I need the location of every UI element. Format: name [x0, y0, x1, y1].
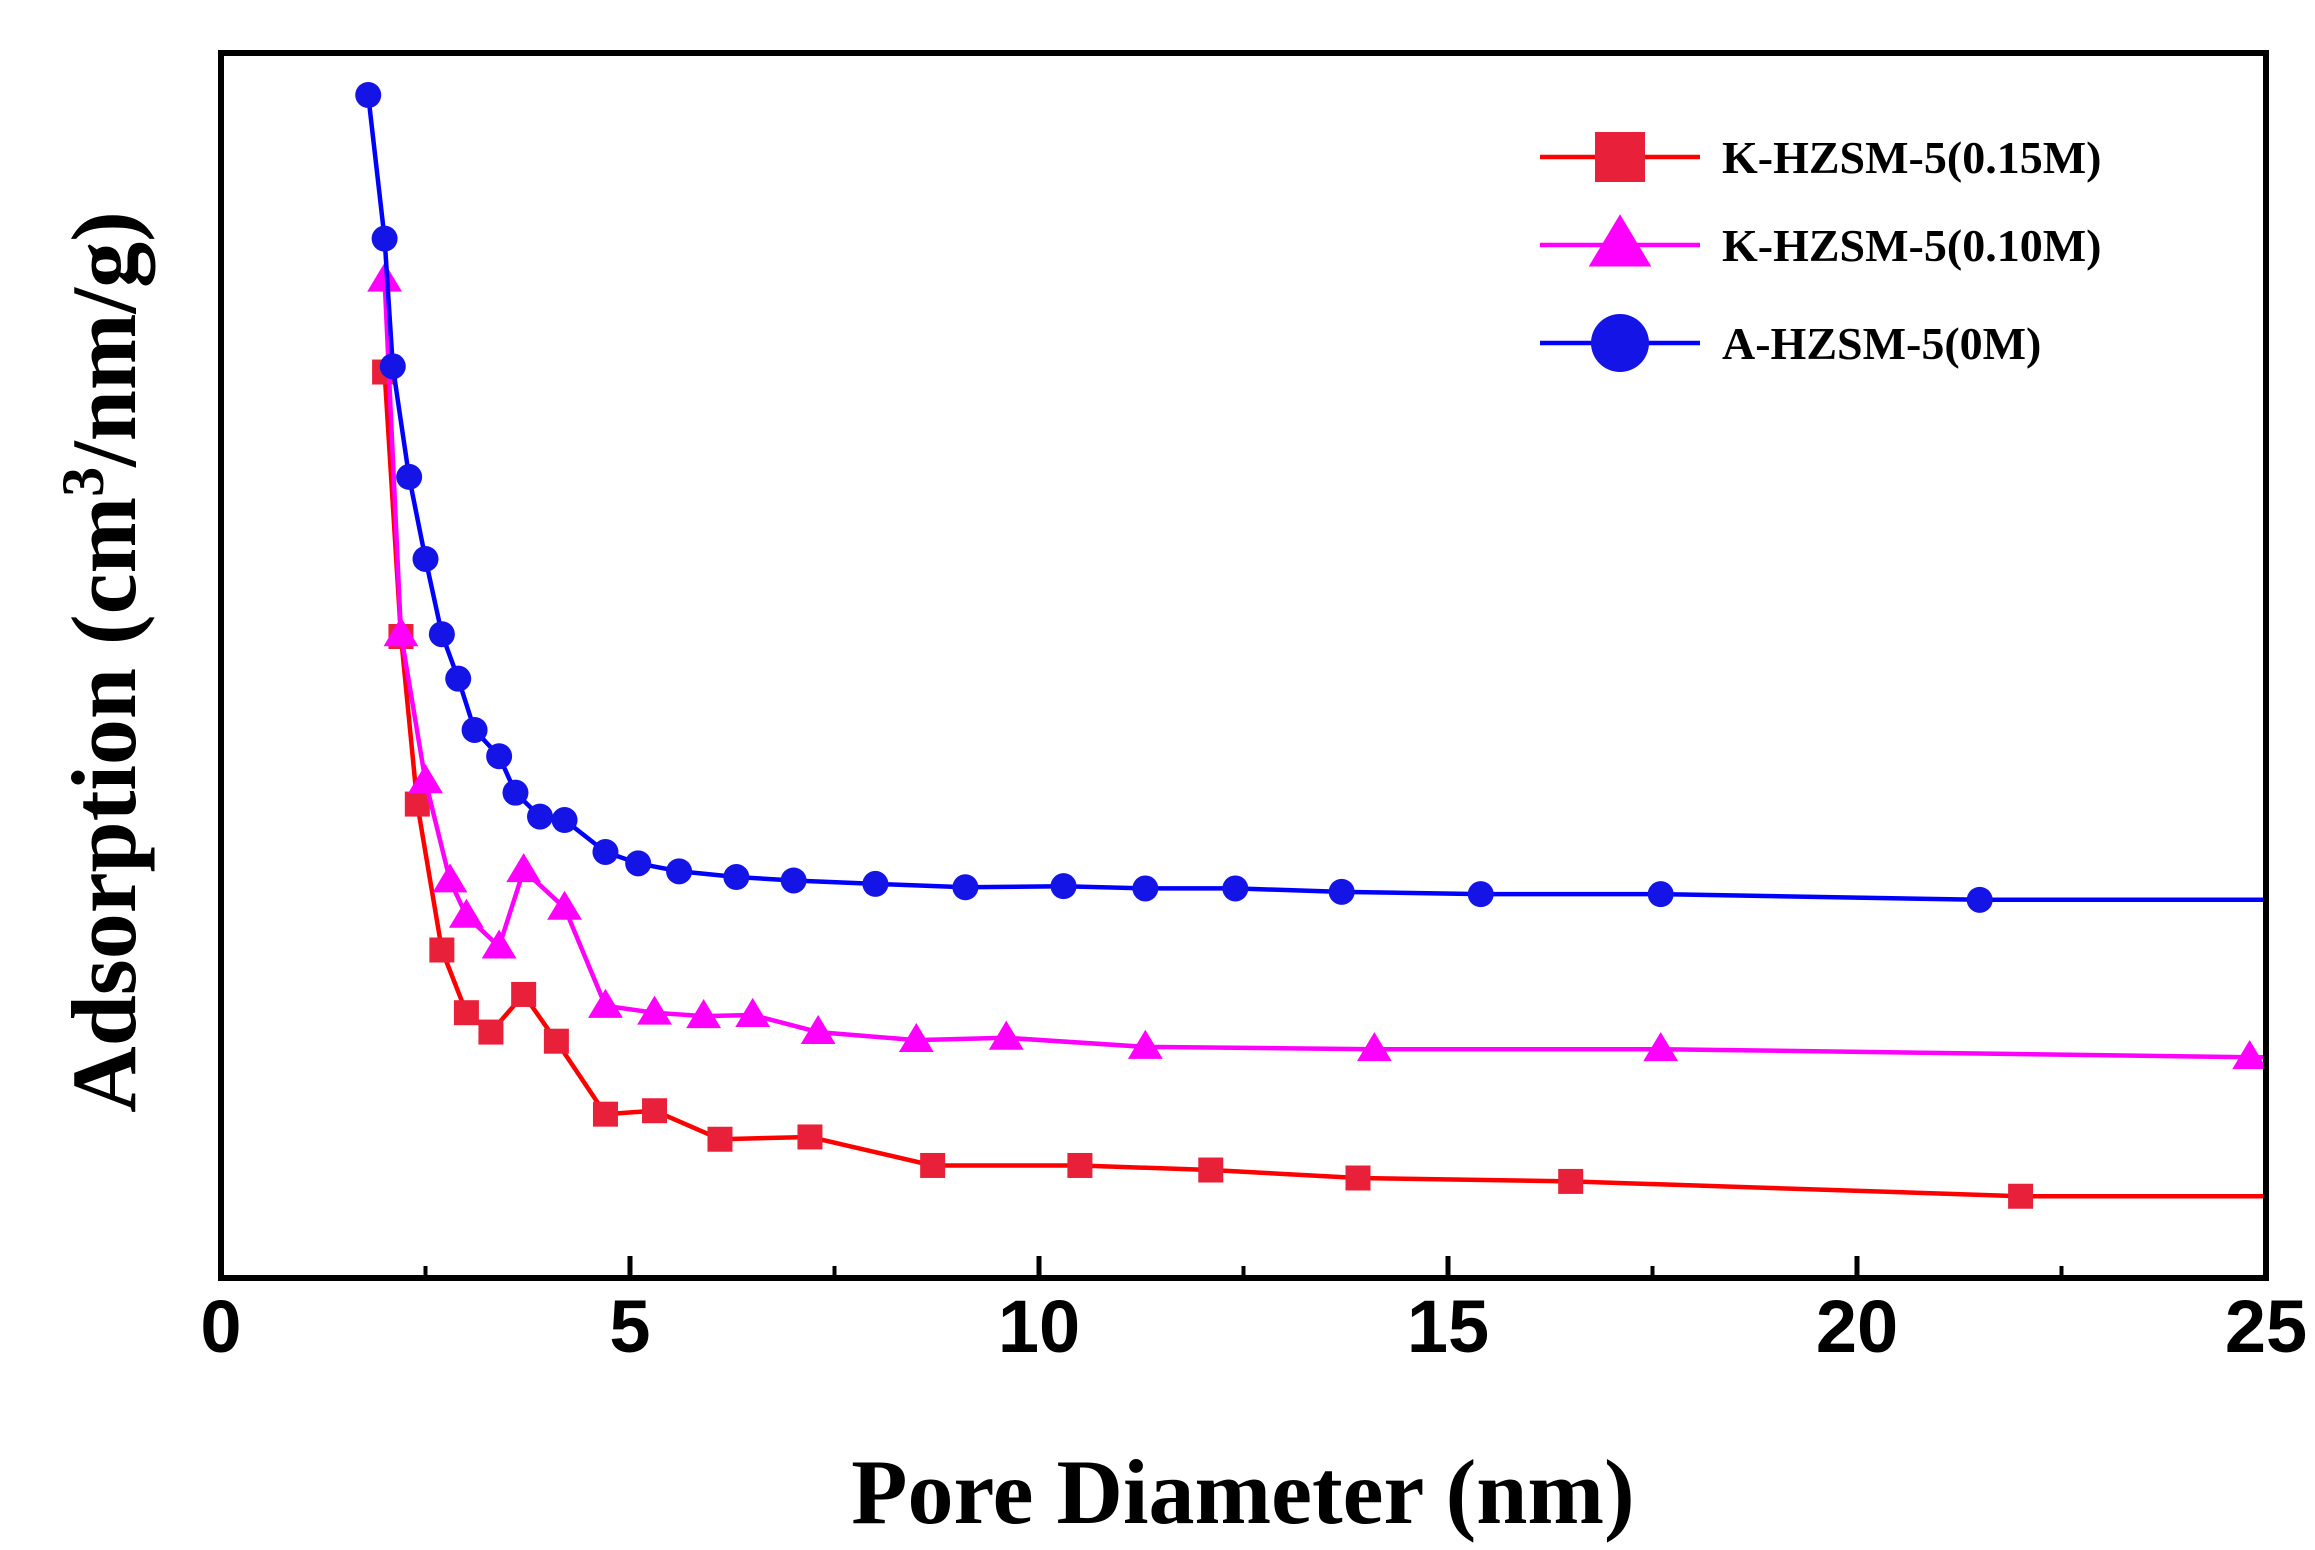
data-point — [2008, 1183, 2034, 1209]
data-point — [1132, 875, 1159, 902]
data-point — [453, 1000, 479, 1026]
data-point — [898, 1022, 934, 1053]
data-point — [988, 1020, 1024, 1050]
data-point — [625, 850, 652, 877]
data-point — [481, 929, 517, 959]
data-point — [952, 874, 979, 901]
data-point — [666, 858, 693, 885]
data-point — [412, 545, 439, 572]
data-point — [1067, 1152, 1093, 1178]
legend-entry-2: K-HZSM-5(0.10M) — [1540, 214, 2101, 271]
data-point — [367, 262, 402, 292]
legend-entry-1: K-HZSM-5(0.15M) — [1540, 132, 2101, 183]
legend-entry-3: A-HZSM-5(0M) — [1540, 314, 2041, 372]
data-point — [1966, 886, 1993, 913]
series-3 — [355, 82, 2266, 913]
data-point — [404, 791, 430, 817]
x-tick-label: 20 — [1816, 1285, 1898, 1368]
data-point — [478, 1019, 504, 1045]
data-point — [1345, 1165, 1371, 1191]
series-line — [365, 94, 2266, 903]
x-axis-ticks: 0 5 10 15 20 25 — [200, 1256, 2307, 1368]
legend-marker — [1591, 314, 1649, 372]
data-point — [862, 870, 889, 897]
legend-label: A-HZSM-5(0M) — [1722, 318, 2041, 369]
x-tick-label: 0 — [200, 1285, 241, 1368]
data-point — [408, 764, 443, 794]
data-point — [642, 1098, 668, 1124]
legend-marker — [1588, 214, 1652, 267]
data-point — [543, 1028, 569, 1054]
y-axis-title-main: Adsorption (cm — [53, 497, 155, 1113]
data-point — [1050, 873, 1077, 900]
data-point — [432, 863, 468, 893]
legend-marker — [1595, 132, 1645, 182]
x-axis-title: Pore Diameter (nm) — [851, 1441, 1634, 1543]
y-axis-title-superscript: 3 — [50, 467, 116, 497]
data-point — [800, 1014, 836, 1045]
data-point — [1356, 1032, 1392, 1062]
data-point — [723, 864, 750, 891]
data-point — [383, 617, 419, 647]
data-point — [592, 838, 619, 865]
data-point — [429, 937, 455, 963]
x-tick-label: 10 — [998, 1285, 1080, 1368]
legend: K-HZSM-5(0.15M) K-HZSM-5(0.10M) A-HZSM-5(0… — [1540, 132, 2101, 372]
data-point — [506, 853, 542, 883]
data-point — [428, 621, 455, 648]
data-point — [780, 867, 807, 894]
series-2 — [367, 262, 2268, 1070]
data-point — [461, 716, 488, 743]
data-point — [511, 981, 537, 1007]
y-axis-title: Adsorption (cm3/nm/g) — [50, 211, 155, 1112]
x-tick-label: 25 — [2225, 1285, 2307, 1368]
data-point — [527, 803, 554, 830]
data-point — [551, 807, 578, 834]
series-layer — [355, 82, 2268, 1209]
legend-label: K-HZSM-5(0.15M) — [1722, 132, 2101, 183]
data-point — [797, 1124, 823, 1150]
data-point — [592, 1101, 618, 1127]
data-point — [1222, 875, 1249, 902]
data-point — [379, 353, 406, 380]
data-point — [920, 1152, 946, 1178]
data-point — [735, 997, 771, 1027]
data-point — [355, 82, 382, 108]
data-point — [1198, 1157, 1224, 1183]
data-point — [1127, 1029, 1163, 1059]
data-point — [1467, 881, 1494, 908]
data-point — [396, 463, 423, 490]
data-point — [445, 665, 472, 692]
x-tick-label: 15 — [1407, 1285, 1489, 1368]
series-1 — [372, 359, 2266, 1209]
data-point — [637, 995, 672, 1025]
data-point — [547, 890, 582, 920]
data-point — [502, 779, 529, 806]
data-point — [371, 225, 398, 252]
data-point — [1647, 881, 1674, 908]
data-point — [588, 988, 623, 1018]
data-point — [686, 999, 722, 1029]
y-axis-title-unit: /nm/g) — [53, 211, 155, 468]
data-point — [1328, 878, 1355, 905]
legend-label: K-HZSM-5(0.10M) — [1722, 220, 2101, 271]
data-point — [449, 898, 484, 928]
data-point — [1558, 1168, 1584, 1194]
data-point — [1643, 1032, 1679, 1062]
series-line — [382, 279, 2266, 1060]
x-tick-label: 5 — [609, 1285, 650, 1368]
data-point — [2232, 1040, 2268, 1070]
series-line — [382, 371, 2266, 1199]
data-point — [486, 743, 513, 770]
data-point — [707, 1126, 733, 1152]
